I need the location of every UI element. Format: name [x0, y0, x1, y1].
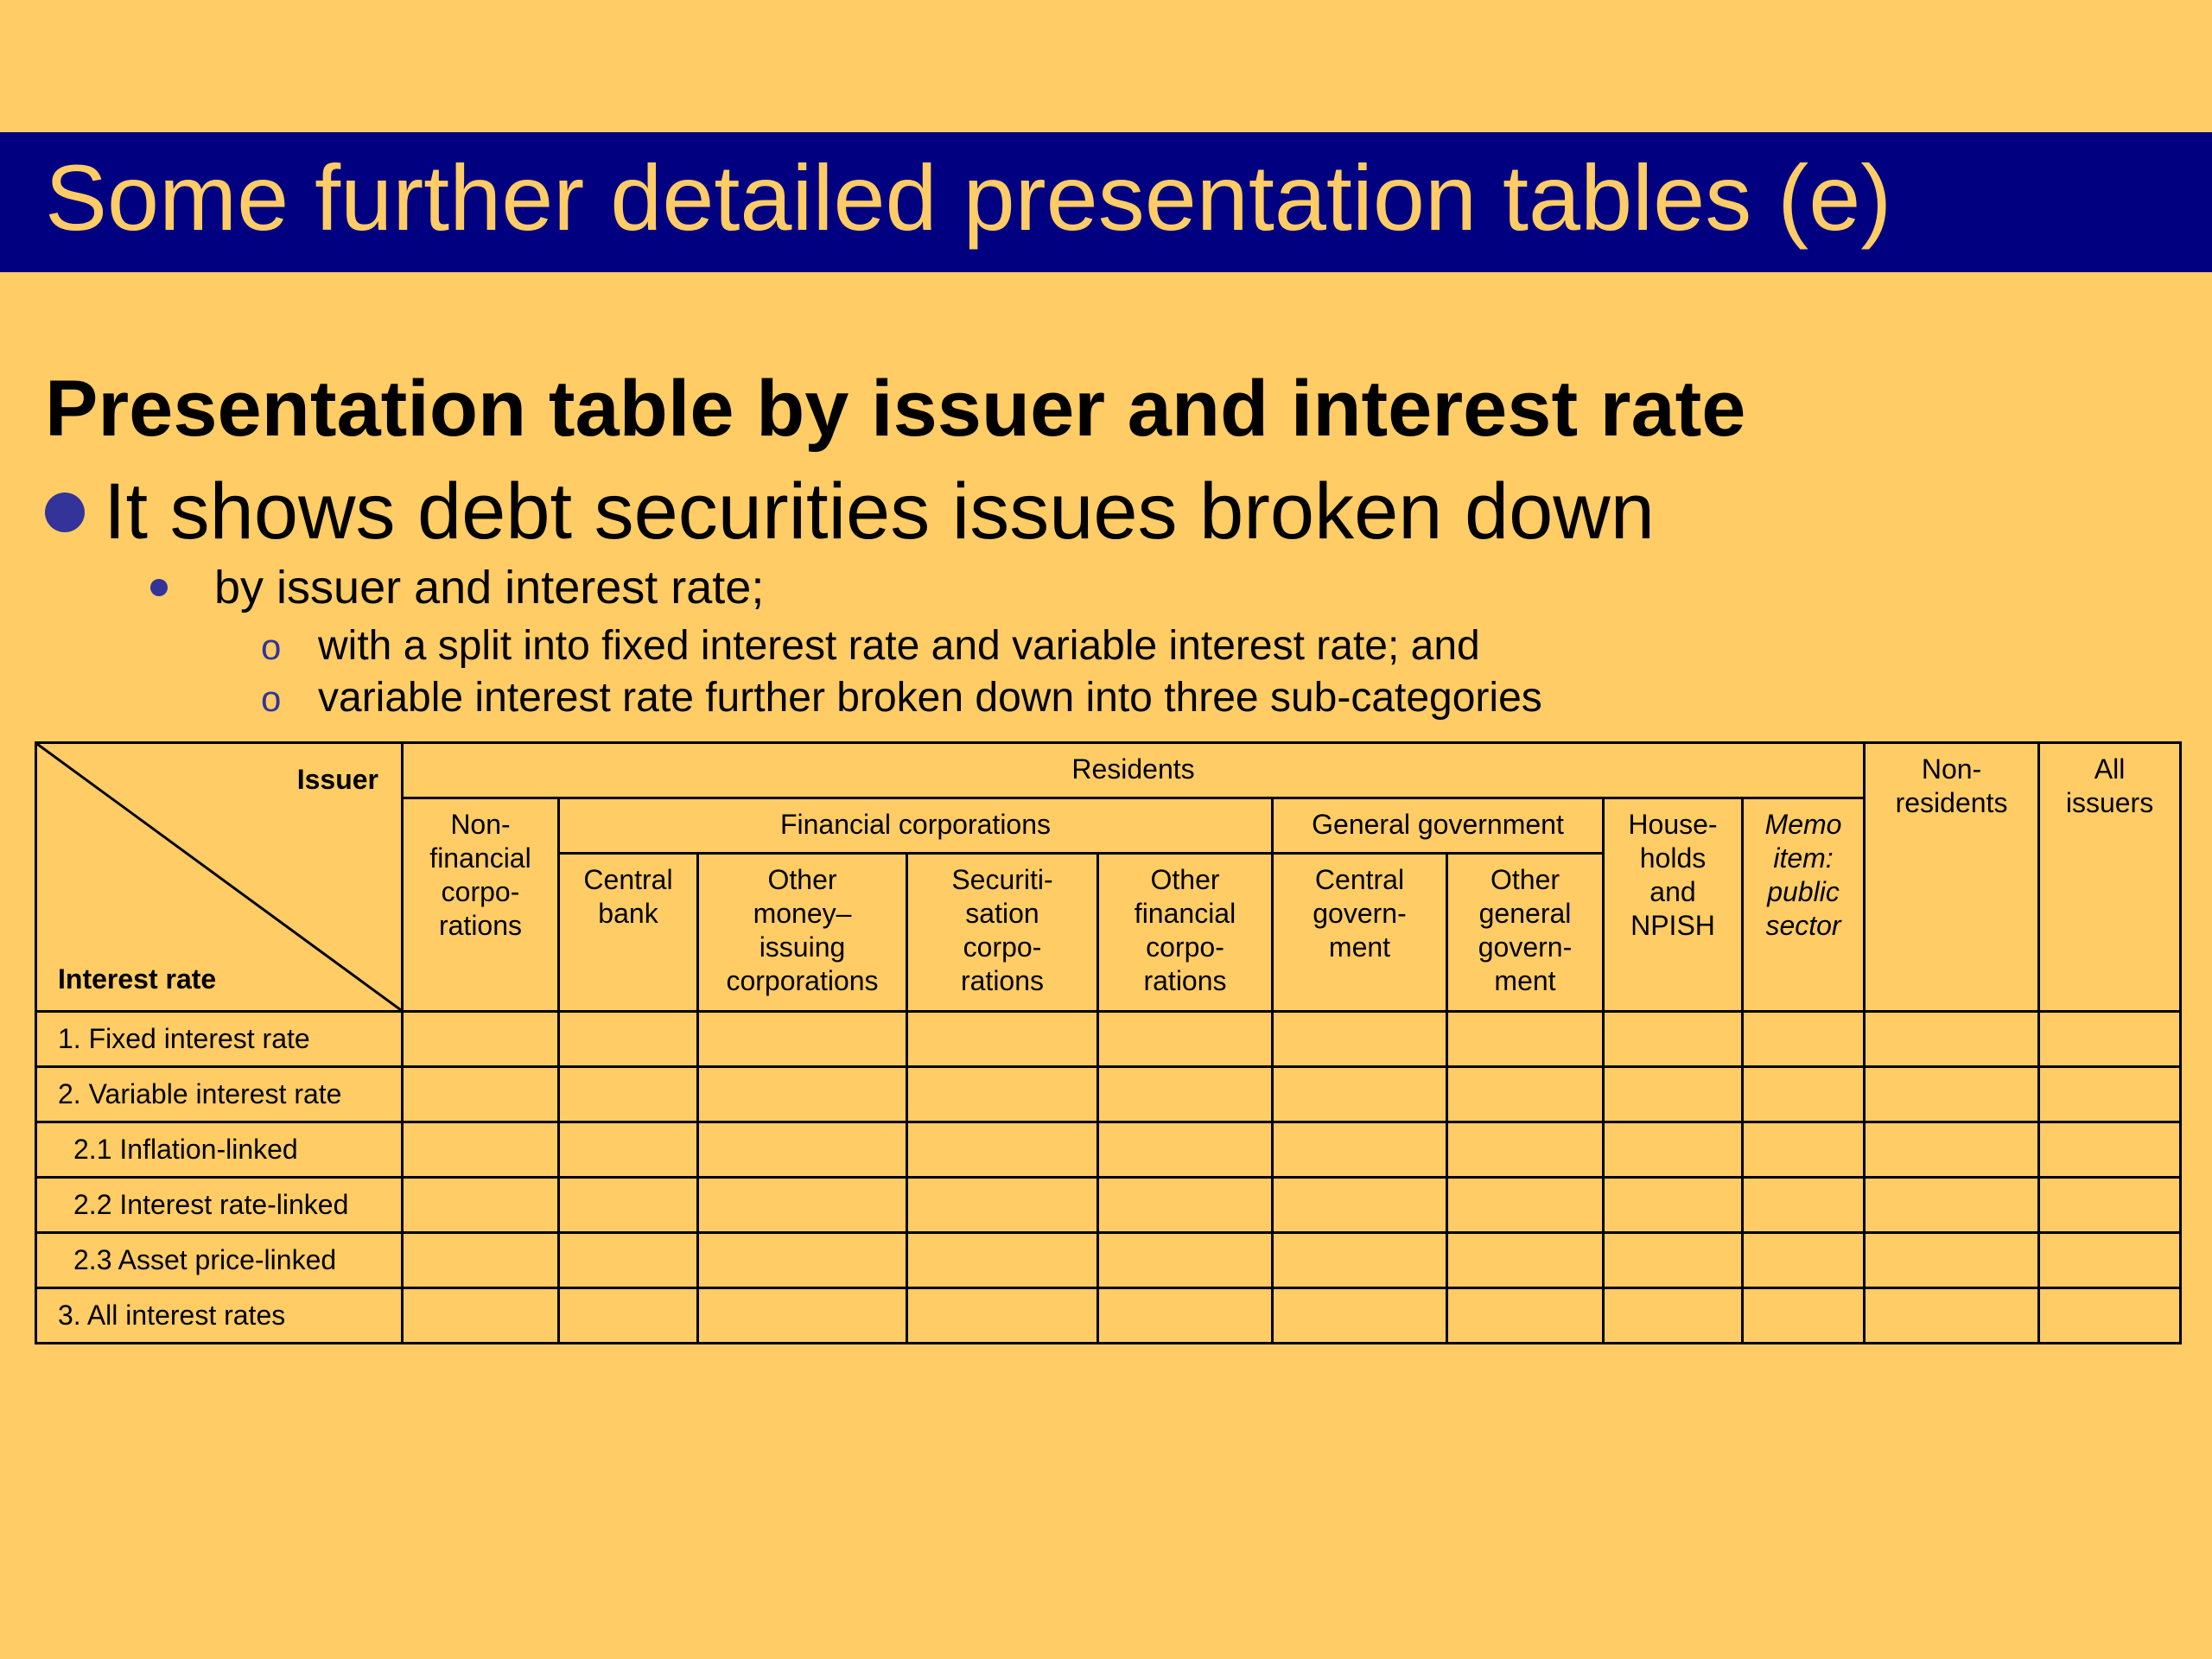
bullet-level3-item: o with a split into fixed interest rate a…: [261, 620, 1480, 673]
table-corner-cell: Issuer Interest rate: [35, 741, 404, 1013]
row-label: 2. Variable interest rate: [35, 1065, 404, 1123]
header-other-general-government: Other general govern- ment: [1446, 852, 1605, 1013]
diagonal-line: [37, 744, 401, 1010]
header-households-npish: House- holds and NPISH: [1602, 797, 1744, 1013]
row-label: 2.1 Inflation-linked: [35, 1121, 404, 1179]
bullet-level1-text: It shows debt securities issues broken d…: [104, 467, 1655, 556]
table-row: 2.1 Inflation-linked: [35, 1121, 2183, 1179]
corner-issuer-label: Issuer: [296, 764, 378, 795]
bullet-level3-text: with a split into fixed interest rate an…: [318, 623, 1480, 669]
header-non-financial-corporations: Non- financial corpo- rations: [401, 797, 560, 1013]
bullet-level3-item: o variable interest rate further broken d…: [261, 672, 1542, 725]
header-central-bank: Central bank: [557, 852, 699, 1013]
header-securitisation: Securiti- sation corpo- rations: [906, 852, 1099, 1013]
header-all-issuers: All issuers: [2037, 741, 2183, 1013]
row-label: 2.2 Interest rate-linked: [35, 1176, 404, 1234]
table-row: 2.3 Asset price-linked: [35, 1231, 2183, 1289]
header-non-residents: Non- residents: [1863, 741, 2041, 1013]
bullet-level2: by issuer and interest rate;: [150, 560, 764, 615]
bullet-circle-icon: o: [261, 626, 282, 667]
slide-title: Some further detailed presentation table…: [45, 145, 1892, 250]
table-row: 2.2 Interest rate-linked: [35, 1176, 2183, 1234]
row-label: 2.3 Asset price-linked: [35, 1231, 404, 1289]
bullet-circle-icon: o: [261, 678, 282, 719]
presentation-table: Issuer Interest rate Residents Non- resi…: [35, 741, 2183, 1344]
corner-interest-rate-label: Interest rate: [58, 963, 217, 995]
table-row: 2. Variable interest rate: [35, 1065, 2183, 1123]
header-memo-public-sector: Memo item: public sector: [1740, 797, 1866, 1013]
bullet-level1: It shows debt securities issues broken d…: [45, 464, 1655, 559]
header-general-government: General government: [1271, 797, 1605, 855]
title-bar: Some further detailed presentation table…: [0, 132, 2212, 272]
header-other-money-issuing: Other money– issuing corporations: [696, 852, 908, 1013]
slide-heading: Presentation table by issuer and interes…: [45, 365, 1746, 453]
row-label: 1. Fixed interest rate: [35, 1010, 404, 1068]
header-other-financial: Other financial corpo- rations: [1096, 852, 1274, 1013]
bullet-dot-icon: [45, 492, 85, 532]
row-label: 3. All interest rates: [35, 1287, 404, 1344]
table-row: 3. All interest rates: [35, 1287, 2183, 1344]
bullet-level3-text: variable interest rate further broken do…: [318, 675, 1542, 721]
bullet-level2-text: by issuer and interest rate;: [214, 562, 765, 613]
bullet-dot-icon: [150, 578, 168, 596]
header-financial-corporations: Financial corporations: [557, 797, 1274, 855]
header-residents: Residents: [400, 741, 1866, 799]
table-row: 1. Fixed interest rate: [35, 1010, 2183, 1068]
header-central-government: Central govern- ment: [1271, 852, 1448, 1013]
